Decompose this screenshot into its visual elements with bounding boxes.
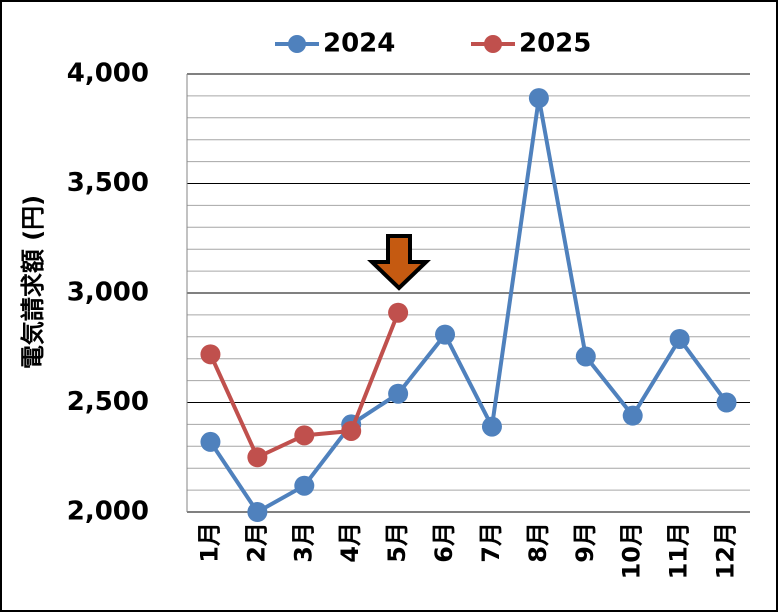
data-point [716,392,737,413]
y-tick-label: 4,000 [67,59,149,89]
legend-marker [288,35,306,53]
x-tick-label: 11月 [665,522,693,579]
data-point [575,346,596,367]
x-tick-label: 12月 [712,522,740,579]
data-point [435,324,456,345]
legend-label: 2025 [519,29,591,59]
data-point [388,383,409,404]
x-tick-label: 10月 [618,522,646,579]
data-point [200,344,221,365]
data-point [388,302,409,323]
y-tick-label: 3,500 [67,168,149,198]
y-tick-label: 3,000 [67,278,149,308]
x-tick-label: 3月 [289,522,317,563]
data-point [528,88,549,109]
data-point [294,425,315,446]
data-point [247,447,268,468]
x-tick-label: 4月 [336,522,364,563]
legend-label: 2024 [323,29,395,59]
data-point [622,405,643,426]
arrow-annotation [367,234,431,291]
y-tick-label: 2,500 [67,387,149,417]
x-tick-label: 1月 [195,522,223,563]
x-tick-label: 9月 [571,522,599,563]
x-tick-label: 8月 [524,522,552,563]
x-tick-label: 2月 [242,522,270,563]
data-point [294,475,315,496]
data-point [481,416,502,437]
data-point [200,431,221,452]
legend-marker [484,35,502,53]
y-tick-label: 2,000 [67,497,149,527]
data-point [341,420,362,441]
x-tick-label: 6月 [430,522,458,563]
data-point [247,502,268,522]
data-point [669,328,690,349]
x-tick-label: 7月 [477,522,505,563]
y-axis-label: 電気請求額 (円) [19,195,47,369]
x-tick-label: 5月 [383,522,411,563]
